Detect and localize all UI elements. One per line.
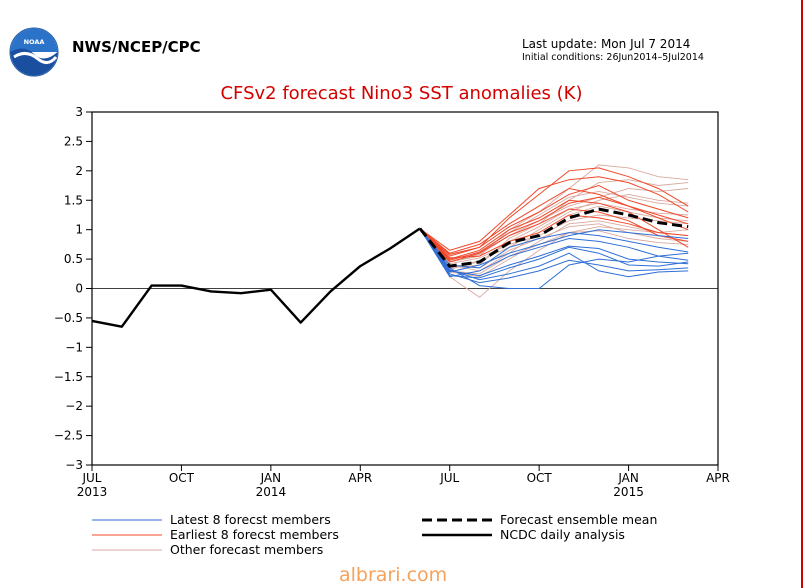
earliest-member-line (419, 214, 689, 259)
x-tick-year-label: 2015 (613, 485, 644, 499)
x-tick-label: OCT (527, 471, 553, 485)
earliest-member-line (419, 167, 689, 257)
y-tick-label: 2.5 (64, 134, 83, 148)
x-tick-label: APR (348, 471, 372, 485)
y-tick-label: −1 (65, 340, 83, 354)
x-tick-label: JAN (260, 471, 282, 485)
y-tick-label: −0.5 (54, 311, 83, 325)
latest-member-line (419, 228, 689, 277)
chart-title: CFSv2 forecast Nino3 SST anomalies (K) (220, 83, 583, 104)
x-tick-label: JUL (81, 471, 101, 485)
x-tick-year-label: 2014 (256, 485, 287, 499)
earliest-member-line (419, 199, 689, 260)
y-tick-label: 2 (75, 164, 83, 178)
other-member-line (419, 228, 689, 275)
watermark-text: albrari.com (339, 564, 448, 586)
legend-label: NCDC daily analysis (500, 527, 625, 542)
y-tick-label: −3 (65, 458, 83, 472)
earliest-member-line (419, 196, 689, 261)
initial-conditions-text: Initial conditions: 26Jun2014–5Jul2014 (522, 52, 704, 63)
observed-line (91, 227, 421, 328)
agency-label: NWS/NCEP/CPC (72, 38, 201, 56)
y-tick-label: −2.5 (54, 429, 83, 443)
frame-edge (801, 0, 803, 588)
other-member-line (419, 164, 689, 263)
other-member-line (419, 188, 689, 263)
plot-frame (91, 111, 719, 466)
other-member-line (419, 226, 689, 298)
x-tick-year-label: 2013 (77, 485, 108, 499)
earliest-member-line (419, 187, 689, 254)
latest-member-line (419, 228, 689, 273)
x-tick-label: OCT (169, 471, 195, 485)
latest-member-line (419, 228, 689, 281)
update-info: Last update: Mon Jul 7 2014 Initial cond… (522, 37, 704, 63)
y-tick-label: 1 (75, 223, 83, 237)
legend-label: Earliest 8 forecst members (170, 527, 339, 542)
x-tick-label: JUL (439, 471, 459, 485)
y-tick-label: −1.5 (54, 370, 83, 384)
y-tick-label: 0.5 (64, 252, 83, 266)
legend-label: Other forecast members (170, 542, 323, 557)
earliest-member-line (419, 176, 689, 251)
noaa-logo-icon: NOAA (8, 27, 62, 83)
svg-text:NOAA: NOAA (24, 38, 45, 46)
other-member-line (419, 223, 689, 269)
latest-member-line (419, 228, 689, 279)
x-tick-label: APR (706, 471, 730, 485)
y-tick-label: 0 (75, 282, 83, 296)
y-tick-label: −2 (65, 399, 83, 413)
latest-member-line (419, 228, 689, 278)
y-tick-label: 3 (75, 105, 83, 119)
latest-member-line (419, 228, 689, 284)
earliest-member-line (419, 184, 689, 255)
x-tick-label: JAN (617, 471, 639, 485)
other-member-line (419, 190, 689, 260)
legend-label: Latest 8 forecst members (170, 512, 331, 527)
latest-member-line (419, 228, 689, 269)
y-tick-label: 1.5 (64, 193, 83, 207)
legend-label: Forecast ensemble mean (500, 512, 657, 527)
last-update-text: Last update: Mon Jul 7 2014 (522, 37, 691, 51)
ensemble-mean-line (418, 207, 689, 268)
